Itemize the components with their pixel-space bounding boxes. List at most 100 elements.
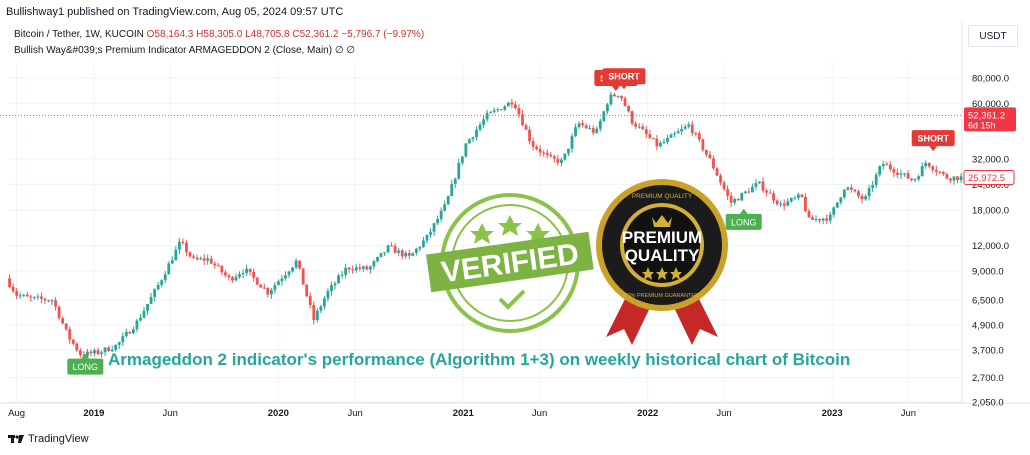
x-tick-label: Jun: [716, 408, 731, 419]
candle-body: [574, 127, 577, 137]
candle-body: [75, 343, 79, 351]
candle-body: [503, 106, 507, 110]
candle-body: [61, 318, 65, 324]
symbol-legend: Bitcoin / Tether, 1W, KUCOIN O58,164.3 H…: [14, 29, 424, 40]
candle-body: [368, 266, 372, 270]
footer: TradingView: [8, 433, 89, 445]
candle-body: [96, 350, 100, 354]
candle-body: [436, 219, 439, 224]
candle-body: [22, 294, 26, 296]
candle-body: [627, 106, 630, 112]
candle-body: [715, 168, 719, 176]
candle-body: [443, 204, 447, 211]
x-tick-label: 2023: [822, 408, 843, 419]
candle-body: [446, 196, 450, 205]
candle-body: [924, 162, 928, 167]
currency-button[interactable]: USDT: [968, 25, 1018, 47]
candle-body: [807, 211, 811, 218]
candle-body: [719, 175, 722, 183]
y-tick-label: 18,000.0: [972, 205, 1009, 216]
candle-body: [878, 166, 882, 175]
candle-body: [567, 148, 570, 154]
x-tick-label: Jun: [347, 408, 362, 419]
candle-body: [429, 231, 432, 235]
candle-body: [142, 310, 146, 318]
candle-body: [68, 329, 72, 340]
candle-body: [538, 149, 542, 153]
candle-body: [199, 258, 203, 260]
candle-body: [701, 139, 705, 150]
long-signal: LONG: [725, 208, 762, 230]
candle-body: [680, 128, 684, 132]
publisher-line: Bullishway1 published on TradingView.com…: [6, 6, 344, 18]
candle-body: [284, 275, 287, 279]
candle-body: [89, 351, 93, 354]
candle-body: [881, 164, 885, 167]
y-tick-label: 9,000.0: [972, 267, 1004, 278]
candle-body: [216, 265, 220, 267]
candle-body: [57, 306, 61, 319]
candle-body: [114, 344, 118, 350]
footer-brand[interactable]: TradingView: [28, 433, 89, 445]
candle-body: [630, 111, 634, 124]
candle-body: [531, 141, 535, 147]
y-tick-label: 2,050.0: [972, 398, 1004, 409]
candle-body: [255, 277, 259, 285]
candle-body: [747, 191, 751, 193]
checkmark-icon: [498, 289, 526, 310]
candle-body: [124, 331, 128, 337]
candle-body: [460, 156, 464, 163]
candle-body: [956, 176, 959, 181]
candle-body: [772, 193, 776, 201]
x-tick-label: 2019: [83, 408, 104, 419]
stamp-banner: [426, 231, 594, 293]
signal-pointer: [619, 84, 628, 90]
candle-body: [241, 272, 245, 275]
candle-body: [365, 266, 369, 270]
candle-body: [888, 164, 892, 170]
symbol-name[interactable]: Bitcoin / Tether, 1W, KUCOIN: [14, 29, 144, 40]
seal-star-icon: [656, 267, 668, 280]
candle-body: [103, 347, 107, 353]
long-signal: LONG: [67, 353, 104, 375]
candle-body: [358, 267, 362, 269]
candle-body: [938, 171, 942, 173]
candle-body: [485, 112, 489, 120]
seal-center: [624, 207, 700, 283]
candle-body: [662, 141, 666, 144]
candle-body: [712, 158, 715, 169]
candle-body: [478, 124, 482, 130]
candle-body: [945, 174, 949, 179]
candle-body: [315, 310, 319, 321]
x-tick-label: Jun: [901, 408, 916, 419]
candle-body: [400, 250, 404, 257]
candle-body: [15, 291, 19, 296]
x-tick-label: Jun: [532, 408, 547, 419]
tradingview-logo-icon: [8, 435, 24, 443]
candle-body: [397, 250, 401, 253]
candle-body: [775, 200, 779, 205]
candle-body: [959, 176, 963, 181]
candle-body: [499, 109, 503, 111]
candle-body: [814, 218, 818, 220]
candle-body: [917, 176, 921, 180]
candle-body: [818, 218, 821, 221]
candle-body: [659, 143, 662, 147]
candle-body: [29, 296, 33, 298]
candle-body: [743, 191, 747, 193]
candle-body: [779, 203, 783, 205]
candle-body: [139, 317, 142, 321]
candle-body: [563, 153, 567, 160]
candle-body: [786, 201, 790, 206]
last-price-tag: [964, 107, 1016, 132]
indicator-legend[interactable]: Bullish Way&#039;s Premium Indicator ARM…: [14, 45, 356, 56]
candle-body: [110, 349, 114, 352]
candle-body: [287, 271, 291, 276]
candle-body: [623, 98, 627, 107]
candle-body: [510, 102, 514, 105]
candle-body: [669, 134, 673, 138]
candle-body: [262, 287, 266, 289]
y-tick-label: 80,000.0: [972, 73, 1009, 84]
candle-body: [269, 289, 273, 295]
